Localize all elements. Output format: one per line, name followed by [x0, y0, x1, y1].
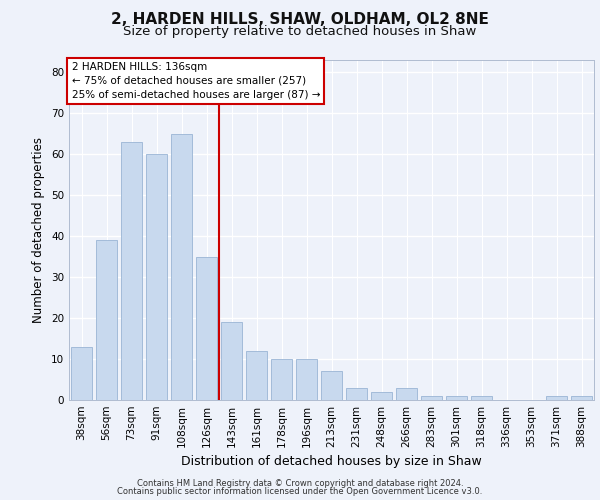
Bar	[296, 359, 317, 400]
Bar	[346, 388, 367, 400]
Bar	[571, 396, 592, 400]
X-axis label: Distribution of detached houses by size in Shaw: Distribution of detached houses by size …	[181, 456, 482, 468]
Bar	[96, 240, 117, 400]
Bar	[446, 396, 467, 400]
Bar	[546, 396, 567, 400]
Text: Contains HM Land Registry data © Crown copyright and database right 2024.: Contains HM Land Registry data © Crown c…	[137, 478, 463, 488]
Bar	[271, 359, 292, 400]
Bar	[246, 351, 267, 400]
Bar	[146, 154, 167, 400]
Bar	[371, 392, 392, 400]
Text: 2 HARDEN HILLS: 136sqm
← 75% of detached houses are smaller (257)
25% of semi-de: 2 HARDEN HILLS: 136sqm ← 75% of detached…	[71, 62, 320, 100]
Bar	[321, 372, 342, 400]
Bar	[471, 396, 492, 400]
Bar	[71, 346, 92, 400]
Text: 2, HARDEN HILLS, SHAW, OLDHAM, OL2 8NE: 2, HARDEN HILLS, SHAW, OLDHAM, OL2 8NE	[111, 12, 489, 28]
Text: Size of property relative to detached houses in Shaw: Size of property relative to detached ho…	[124, 25, 476, 38]
Bar	[121, 142, 142, 400]
Bar	[196, 256, 217, 400]
Bar	[396, 388, 417, 400]
Bar	[421, 396, 442, 400]
Text: Contains public sector information licensed under the Open Government Licence v3: Contains public sector information licen…	[118, 487, 482, 496]
Bar	[221, 322, 242, 400]
Bar	[171, 134, 192, 400]
Y-axis label: Number of detached properties: Number of detached properties	[32, 137, 46, 323]
